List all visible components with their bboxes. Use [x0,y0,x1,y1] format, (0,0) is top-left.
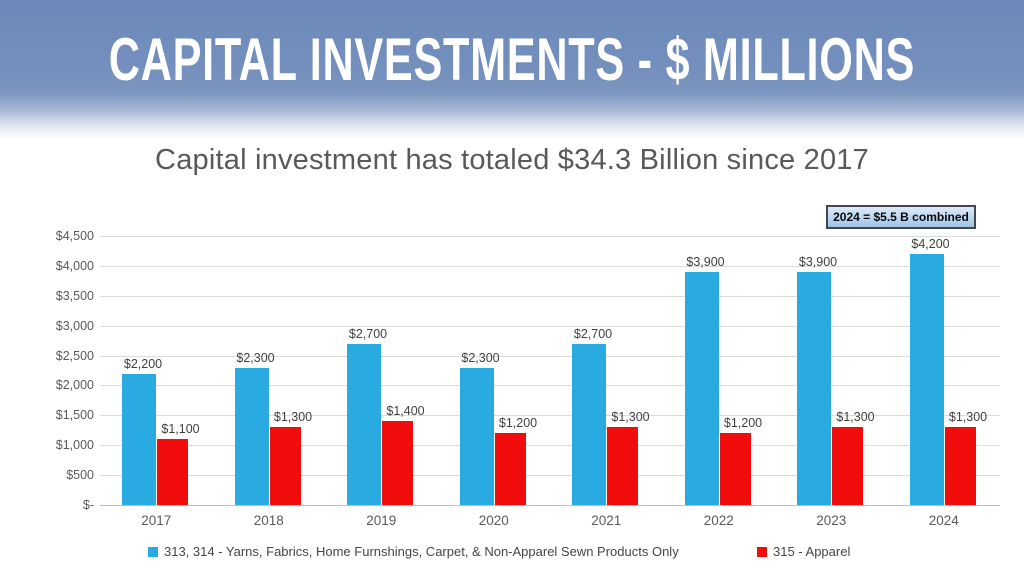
page-title: CAPITAL INVESTMENTS - $ MILLIONS [108,25,916,93]
x-tick-label: 2019 [366,513,397,528]
gridline [100,325,1000,327]
bar [944,427,976,505]
bar-value-label: $2,200 [123,356,163,371]
gridline [100,385,1000,387]
plot-area: $2,200 $1,100 $2,300 $1,300 $2,700 $1,400 $2,3… [100,236,1001,506]
title-wrap: CAPITAL INVESTMENTS - $ MILLIONS [0,16,1024,102]
bar [122,373,156,505]
bar-value-label: $2,300 [461,350,500,365]
bar-group: $4,200 $1,300 [888,236,1001,505]
bar-value-label: $1,100 [161,422,200,437]
bar [269,427,301,505]
bar-value-label: $1,300 [611,410,650,425]
bar [572,343,606,505]
legend-swatch [757,546,767,557]
bar [382,421,413,505]
gridline [100,505,1000,506]
bar-value-label: $1,400 [386,404,425,419]
y-tick-label: $- [82,498,94,512]
slide-header: CAPITAL INVESTMENTS - $ MILLIONS [0,0,1024,142]
bar-value-label: $1,200 [723,416,763,431]
y-tick-label: $4,000 [55,258,94,273]
gridline [100,445,1000,447]
bar-value-label: $1,300 [273,410,313,425]
x-tick-label: 2024 [928,513,959,528]
y-tick-label: $2,500 [55,348,94,363]
legend-item: 315 - Apparel [757,544,850,559]
x-tick-label: 2023 [816,513,847,528]
chart-subtitle: Capital investment has totaled $34.3 Bil… [155,144,869,176]
y-tick-label: $3,000 [55,318,94,333]
legend-swatch [148,546,158,557]
gridline [100,295,1000,297]
y-tick-label: $1,500 [55,408,94,423]
x-tick-label: 2017 [141,513,172,528]
bar-group: $3,900 $1,200 [663,236,776,505]
bar [494,433,526,505]
bar [909,253,944,505]
bar-value-label: $4,200 [911,236,950,251]
bar-value-label: $1,300 [948,410,988,425]
bar-value-label: $1,200 [498,416,538,431]
bar-value-label: $2,700 [573,326,613,341]
y-tick-label: $3,500 [55,288,94,303]
x-tick-label: 2022 [703,513,734,528]
bar-group: $3,900 $1,300 [775,236,888,505]
y-tick-label: $2,000 [55,378,94,393]
bar [157,439,188,505]
gridline [100,475,1000,477]
bar [459,367,494,505]
bar-group: $2,200 $1,100 [100,236,213,505]
bar [797,271,831,505]
gridline [100,265,1000,267]
bar-value-label: $2,300 [236,350,275,365]
bar-group: $2,300 $1,300 [213,236,326,505]
y-tick-label: $4,500 [55,229,94,243]
x-tick-label: 2021 [591,513,622,528]
gridline [100,415,1000,417]
bar-value-label: $3,900 [686,254,725,269]
bar-group: $2,300 $1,200 [438,236,551,505]
legend-label: 315 - Apparel [773,544,851,559]
bar [234,367,269,505]
bar [684,271,719,505]
gridline [100,236,1000,237]
annotation-callout: 2024 = $5.5 B combined [826,205,976,229]
legend-item: 313, 314 - Yarns, Fabrics, Home Furnshin… [148,544,679,559]
bar-group: $2,700 $1,400 [325,236,438,505]
x-tick-label: 2020 [478,513,509,528]
y-tick-label: $500 [66,468,94,483]
gridline [100,355,1000,357]
bar [719,433,751,505]
bar [607,427,638,505]
bar-value-label: $1,300 [836,410,875,425]
y-tick-label: $1,000 [55,438,94,453]
bar-group: $2,700 $1,300 [550,236,663,505]
legend-label: 313, 314 - Yarns, Fabrics, Home Furnshin… [164,544,679,559]
bar-value-label: $2,700 [348,326,388,341]
bar [347,343,381,505]
bar [832,427,863,505]
bar-value-label: $3,900 [798,254,838,269]
x-tick-label: 2018 [253,513,284,528]
chart-legend: 313, 314 - Yarns, Fabrics, Home Furnshin… [0,544,1024,564]
